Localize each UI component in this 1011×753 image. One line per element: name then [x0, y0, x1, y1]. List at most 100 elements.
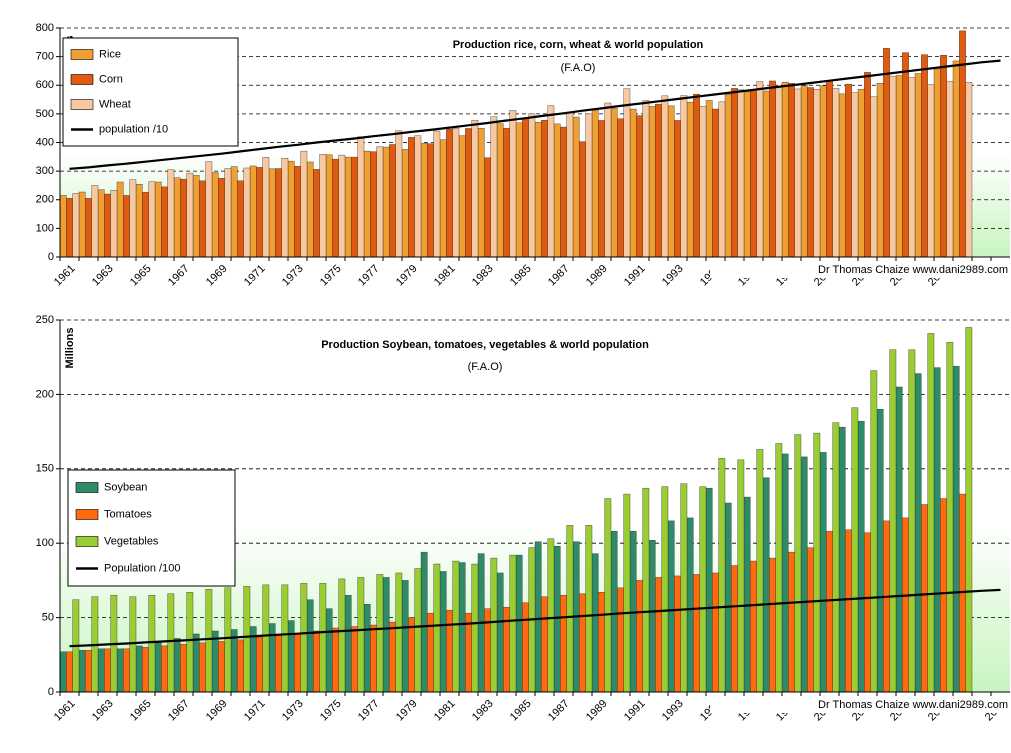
bar	[940, 54, 947, 258]
bar	[319, 583, 327, 693]
population-line	[69, 59, 1001, 170]
bar	[357, 136, 365, 258]
bar	[477, 127, 485, 258]
legend-swatch	[70, 49, 94, 60]
bar	[420, 551, 428, 693]
bar	[509, 554, 517, 693]
bar	[914, 73, 922, 258]
bar	[522, 117, 529, 258]
y-tick-label: 500	[36, 108, 54, 120]
bar	[338, 578, 346, 693]
bar	[857, 89, 865, 258]
bar	[186, 592, 194, 693]
y-tick-label: 100	[36, 537, 54, 549]
bar	[598, 120, 605, 258]
bar	[256, 636, 263, 693]
bar	[826, 531, 833, 693]
bar	[85, 650, 92, 693]
bar	[357, 577, 365, 693]
bar	[104, 193, 111, 258]
bar	[756, 81, 764, 258]
bar	[927, 333, 935, 693]
bar	[598, 592, 605, 693]
bar	[686, 101, 694, 258]
bar	[876, 83, 884, 258]
bar	[908, 349, 916, 693]
bar	[281, 158, 289, 258]
bar	[275, 635, 282, 693]
bar	[769, 557, 776, 693]
bar	[680, 95, 688, 258]
bar	[794, 88, 802, 258]
bar	[775, 87, 783, 258]
bar	[737, 89, 745, 258]
bar	[667, 105, 675, 258]
bar	[471, 119, 479, 258]
bar	[382, 577, 390, 693]
bar	[775, 443, 783, 693]
bar	[167, 593, 175, 693]
bar	[579, 141, 586, 258]
bar	[731, 565, 738, 693]
bar	[408, 137, 415, 258]
bar	[294, 633, 301, 693]
bar	[553, 123, 561, 258]
bar	[566, 112, 574, 258]
bar	[287, 160, 295, 258]
y-tick-label: 600	[36, 79, 54, 91]
bar	[313, 630, 320, 693]
bar	[718, 101, 726, 258]
bar	[465, 128, 472, 258]
bar	[332, 627, 339, 693]
bar	[275, 168, 282, 258]
bar	[408, 617, 415, 693]
bar	[509, 110, 517, 258]
bar	[604, 498, 612, 693]
bar	[135, 184, 143, 258]
bar	[579, 593, 586, 693]
bar	[243, 167, 251, 258]
bar	[781, 81, 789, 258]
bar	[363, 150, 371, 258]
bar	[351, 626, 358, 693]
bar	[129, 596, 137, 693]
bar	[661, 486, 669, 693]
bar	[921, 54, 928, 258]
bar	[325, 608, 333, 693]
bar	[78, 650, 86, 693]
bar	[167, 169, 175, 258]
bar	[743, 91, 751, 258]
bar	[123, 648, 130, 693]
chart-title: Production Soybean, tomatoes, vegetables…	[321, 339, 649, 351]
bar	[762, 477, 770, 693]
bar	[414, 135, 422, 258]
bar	[800, 85, 808, 258]
bar	[743, 496, 751, 693]
bar	[585, 113, 593, 258]
bar	[965, 82, 973, 258]
bar	[699, 105, 707, 258]
bar	[433, 130, 441, 258]
bar	[154, 642, 162, 693]
y-tick-label: 300	[36, 165, 54, 177]
bar	[97, 648, 105, 693]
bar	[965, 327, 973, 693]
credit-bg	[710, 697, 1010, 713]
bar	[819, 452, 827, 693]
bar	[534, 541, 542, 693]
bar	[72, 193, 80, 258]
y-tick-label: 250	[36, 314, 54, 326]
bar	[363, 604, 371, 693]
bar	[832, 422, 840, 693]
bar	[560, 595, 567, 693]
bar	[224, 587, 232, 693]
bar	[427, 143, 434, 258]
bar	[401, 149, 409, 258]
legend-swatch	[75, 482, 99, 493]
bar	[680, 483, 688, 693]
bar	[452, 560, 460, 693]
bar	[332, 158, 339, 258]
bar	[338, 154, 346, 258]
bar	[750, 89, 757, 258]
bar	[116, 648, 124, 693]
